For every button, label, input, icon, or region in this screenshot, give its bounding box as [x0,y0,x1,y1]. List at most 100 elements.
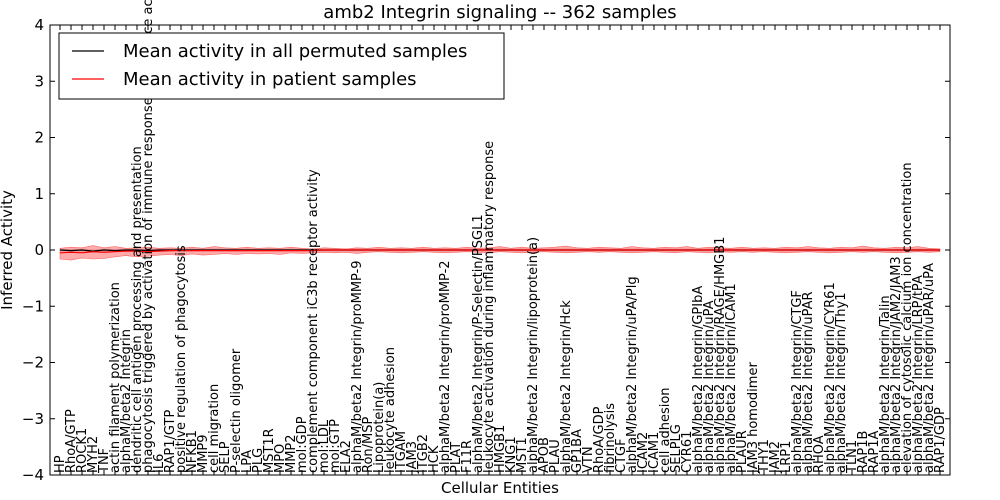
x-tick-label: RAP1/GTP [163,410,178,473]
x-tick-label: dendritic cell antigen processing and pr… [130,146,145,473]
y-tick-label: 2 [34,129,44,147]
x-tick-label: alphaM/beta2 Integrin/lipoprotein(a) [526,237,541,473]
x-tick-label: MPO [273,444,288,473]
x-tick-label: MYH2 [86,436,101,473]
x-tick-label: F11R [460,440,475,473]
x-tick-label: leukocyte activation during inflammatory… [482,141,497,473]
y-tick-label: 0 [34,241,44,259]
x-tick-label: APOB [537,437,552,473]
x-tick-label: RAP1A [867,430,882,473]
x-tick-label: alphaM/beta2 Integrin/RAGE/HMGB1 [713,237,728,473]
legend-box [58,32,505,100]
x-tick-label: alphaM/beta2 Integrin/Thy1 [834,293,849,474]
x-tick-label: SELP [218,441,233,473]
x-tick-label: CTGF [614,438,629,473]
x-tick-label: GP1BA [570,429,585,473]
legend-label-patient: Mean activity in patient samples [123,69,417,90]
x-tick-label: alphaM/beta2 Integrin/P-Selectin/PSGL1 [471,214,486,473]
x-tick-label: cell migration [207,384,222,473]
x-axis-label: Cellular Entities [441,479,559,497]
y-tick-label: 3 [34,72,44,90]
x-tick-label: positive regulation of phagocytosis [174,245,189,473]
x-tick-label: alphaM/beta2 Integrin/proMMP-2 [438,260,453,473]
x-tick-label: alphaM/beta2 Integrin/Hck [559,300,574,473]
legend: Mean activity in all permuted samples Me… [58,32,505,100]
x-tick-label: ICAM1 [647,432,662,473]
y-axis-label: Inferred Activity [0,190,16,310]
x-tick-label: alphaM/beta2 Integrin/CTGF [790,290,805,473]
chart-title: amb2 Integrin signaling -- 362 samples [323,2,676,23]
x-tick-label: alphaM/beta2 Integrin/uPA [702,300,717,473]
y-axis: −4 −3 −2 −1 0 1 2 3 4 [22,16,950,484]
x-tick-label: alphaM/beta2 Integrin/uPA/Plg [625,276,640,473]
x-tick-label: P-selectin oligomer [229,348,244,473]
x-tick-label: alphaM/beta2 Integrin/uPAR/uPA [922,263,937,473]
x-tick-label: RAP1B [856,431,871,473]
x-tick-label: alphaM/beta2 Integrin/LRP/tPA [911,275,926,473]
x-tick-label: alphaM/beta2 Integrin/Talin [878,295,893,473]
series-line-patient [59,249,940,254]
x-tick-label: RhoA/GDP [592,406,607,473]
x-tick-label: fibrinolysis [603,403,618,473]
y-tick-label: 4 [34,16,44,34]
x-tick-label: RHOA [812,435,827,473]
x-tick-label: Ron/MSP [361,417,376,473]
series-lines [59,249,940,254]
x-tick-label: cell adhesion [658,387,673,473]
x-tick-label: SELPLG [669,424,684,473]
x-tick-label: RAP1/GDP [933,407,948,473]
y-tick-label: 1 [34,185,44,203]
x-tick-label: MST1R [262,428,277,473]
x-tick-label: LRP1 [779,441,794,473]
x-tick-label: Lipoprotein(a) [372,382,387,473]
x-tick-label: ROCK1 [75,428,90,473]
x-tick-label: HMGB1 [493,425,508,473]
x-tick-label: JAM3 homodimer [746,362,761,474]
x-tick-label: MMP9 [196,434,211,473]
x-tick-label: RhoA/GTP [64,409,79,473]
x-tick-label: TNF [97,448,112,474]
x-tick-label: HP [53,455,68,473]
x-tick-label: alphaM/beta2 Integrin/proMMP-9 [350,260,365,473]
x-tick-label: JAM2 [768,441,783,474]
x-tick-label: ITGB2 [416,434,431,473]
y-tick-label: −3 [22,410,44,428]
x-tick-label: IL6 [152,454,167,473]
x-tick-label: alphaM/beta2 Integrin/GPIbA [691,286,706,473]
y-tick-label: −1 [22,297,44,315]
x-tick-label: alphaM/beta2 Integrin/CYR61 [823,282,838,473]
x-tick-label: alphaM/beta2 Integrin/ICAM1 [724,283,739,473]
x-tick-label: leukocyte adhesion [383,347,398,473]
x-tick-label: complement component iC3b receptor activ… [306,169,321,473]
x-tick-label: KNG1 [504,436,519,473]
x-tick-label: phagocytosis triggered by activation of … [141,0,156,473]
y-tick-label: −2 [22,354,44,372]
x-tick-label: NFKB1 [185,430,200,473]
x-tick-label: PLAT [449,442,464,473]
y-tick-label: −4 [22,466,44,484]
x-tick-label: alphaM/beta2 Integrin [119,329,134,473]
x-tick-label: PLAUR [735,430,750,473]
band-patient [59,245,941,261]
x-tick-label: LPA [240,450,255,473]
x-tick-label: mol:LDL [317,419,332,473]
x-tick-label: CYR61 [680,431,695,473]
x-tick-label: THY1 [757,439,772,474]
x-tick-label: alphaM/beta2 Integrin/JAM2/JAM3 [889,256,904,473]
x-tick-label: ITGAM [394,431,409,473]
x-tick-label: TLN1 [845,440,860,474]
x-tick-label: VTN [581,446,596,473]
x-tick-label: JAM3 [405,441,420,474]
x-tick-label: MST1 [515,437,530,473]
x-tick-label: alphaM/beta2 Integrin/uPAR [801,291,816,473]
x-tick-label: actin filament polymerization [108,282,123,473]
x-tick-label: HCK [427,445,442,473]
x-tick-label: ELA2 [339,440,354,473]
x-tick-label: mol:GTP [328,419,343,473]
x-tick-label: elevation of cytosolic calcium ion conce… [900,162,915,473]
x-tick-label: MMP2 [284,434,299,473]
x-tick-label: ICAM2 [636,432,651,473]
x-tick-label: PLG [251,448,266,473]
